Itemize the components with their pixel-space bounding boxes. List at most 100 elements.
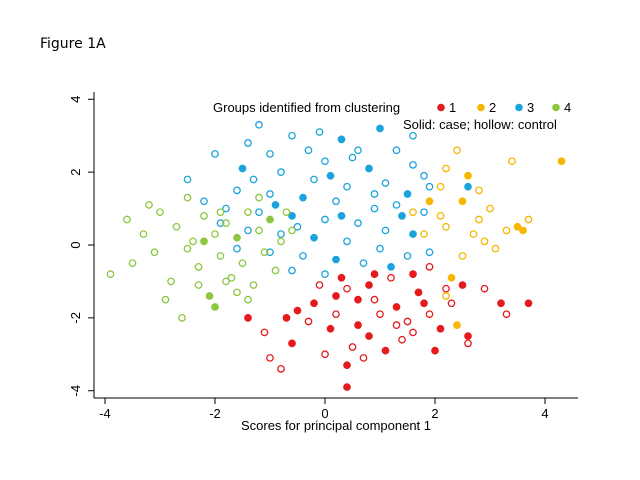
point-group-4-control (260, 248, 269, 257)
point-group-3-control (392, 146, 401, 155)
legend-marker-1 (437, 103, 445, 112)
point-group-3-control (420, 208, 428, 217)
point-group-1-case (293, 306, 302, 315)
point-group-2-control (491, 244, 500, 253)
point-group-3-case (403, 190, 412, 198)
point-group-1-control (370, 295, 379, 304)
point-group-1-case (354, 295, 362, 304)
x-axis-title: Scores for principal component 1 (241, 418, 431, 433)
point-group-3-control (354, 146, 362, 155)
point-group-3-case (332, 255, 340, 264)
point-group-1-case (365, 332, 373, 340)
point-group-1-control (447, 299, 456, 308)
point-group-3-control (425, 248, 434, 257)
point-group-4-control (200, 212, 208, 220)
point-group-4-control (167, 277, 175, 286)
point-group-3-control (277, 230, 285, 238)
point-group-1-control (348, 343, 357, 351)
point-group-1-case (497, 299, 505, 308)
point-group-1-case (392, 303, 401, 311)
point-group-3-case (376, 124, 384, 133)
point-group-2-control (508, 157, 516, 166)
point-group-1-control (442, 284, 450, 293)
point-group-1-case (458, 281, 467, 289)
point-group-3-control (255, 208, 263, 217)
point-group-3-control (370, 204, 379, 213)
point-group-4-control (172, 222, 181, 231)
point-group-3-control (183, 175, 192, 184)
point-group-4-control (139, 230, 148, 238)
point-group-1-case (420, 299, 428, 308)
point-group-1-control (387, 273, 395, 282)
data-points (106, 120, 566, 391)
point-group-3-case (337, 212, 346, 220)
point-group-4-control (249, 281, 258, 289)
point-group-3-case (310, 233, 318, 242)
point-group-3-control (288, 131, 296, 140)
point-group-1-case (409, 270, 417, 278)
point-group-1-case (288, 339, 296, 348)
point-group-3-control (233, 186, 241, 195)
point-group-4-case (233, 233, 241, 242)
point-group-4-control (211, 230, 219, 238)
point-group-3-control (255, 120, 263, 129)
point-group-3-case (464, 182, 472, 191)
point-group-4-control (183, 193, 192, 202)
point-group-4-control (233, 288, 241, 297)
x-tick-label: 4 (541, 406, 548, 421)
point-group-4-control (255, 226, 263, 235)
point-group-3-control (321, 270, 329, 278)
axes: -4 -2 0 2 4 -4 -2 0 2 4 (68, 92, 578, 421)
point-group-3-control (392, 201, 401, 209)
point-group-2-control (502, 226, 511, 235)
point-group-1-case (370, 270, 379, 278)
point-group-1-control (359, 354, 368, 362)
x-tick-label: 0 (321, 406, 328, 421)
point-group-1-control (321, 350, 329, 359)
point-group-1-control (392, 321, 401, 329)
point-group-4-control (222, 277, 230, 286)
point-group-2-control (442, 164, 450, 173)
point-group-2-control (436, 212, 445, 220)
point-group-1-case (464, 332, 472, 340)
point-group-1-control (403, 317, 412, 326)
point-group-3-control (200, 197, 208, 206)
point-group-2-case (464, 171, 472, 180)
point-group-3-case (387, 263, 395, 271)
point-group-1-control (304, 317, 313, 326)
point-group-3-case (409, 230, 417, 238)
point-group-4-control (145, 201, 153, 209)
point-group-3-control (409, 161, 417, 169)
point-group-4-control (222, 219, 230, 227)
point-group-1-control (315, 281, 324, 289)
point-group-4-control (282, 208, 291, 217)
point-group-3-case (326, 171, 335, 180)
point-group-4-control (255, 193, 263, 202)
point-group-4-control (106, 270, 115, 278)
point-group-3-control (321, 157, 329, 166)
point-group-3-control (354, 219, 362, 227)
y-tick-label: 2 (68, 169, 83, 176)
point-group-1-control (266, 354, 274, 362)
point-group-3-case (398, 212, 406, 220)
point-group-4-control (271, 266, 280, 275)
point-group-3-control (376, 244, 384, 253)
point-group-3-control (359, 259, 368, 268)
legend-label-1: 1 (449, 100, 456, 115)
legend: Groups identified from clustering Solid:… (213, 100, 571, 132)
point-group-3-case (271, 201, 280, 209)
point-group-2-case (519, 226, 527, 235)
legend-marker-4 (552, 103, 560, 112)
point-group-3-control (266, 190, 274, 198)
point-group-3-control (211, 150, 219, 158)
y-tick-label: -2 (68, 312, 83, 324)
point-group-4-control (288, 226, 296, 235)
point-group-1-case (436, 324, 445, 333)
point-group-1-control (376, 310, 384, 319)
point-group-1-case (343, 383, 351, 391)
point-group-3-control (420, 171, 428, 180)
legend-note: Solid: case; hollow: control (403, 117, 557, 132)
point-group-4-control (161, 295, 170, 304)
point-group-3-control (222, 204, 230, 213)
point-group-3-control (266, 150, 274, 158)
